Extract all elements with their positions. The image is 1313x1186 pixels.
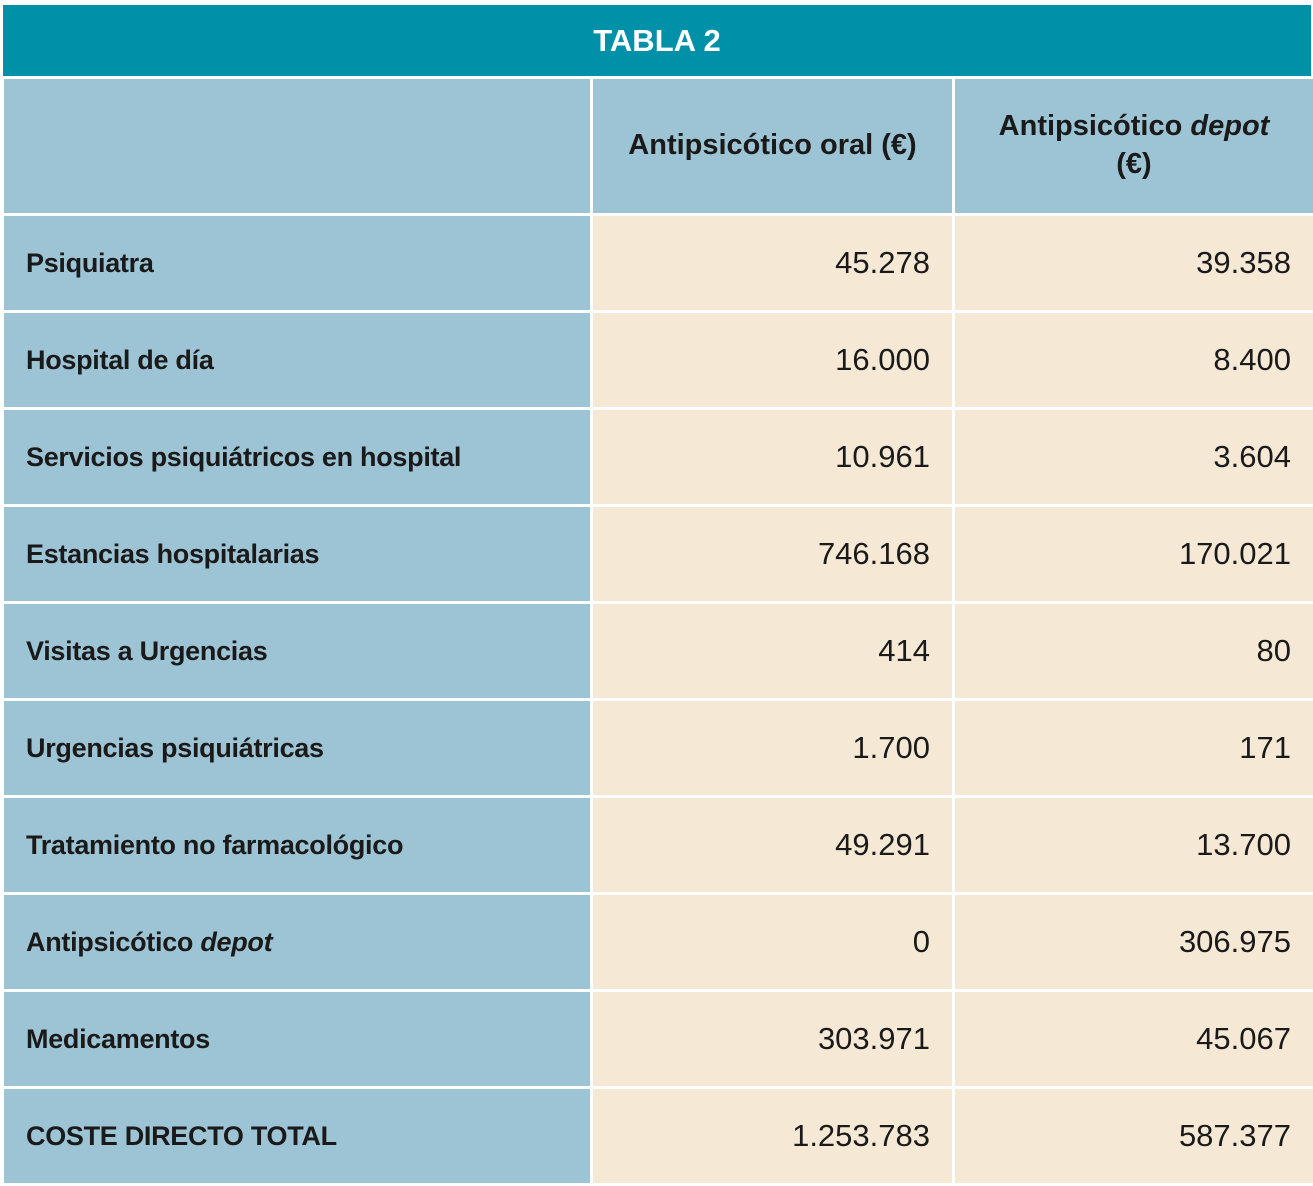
table-row: Servicios psiquiátricos en hospital 10.96…: [3, 409, 1313, 506]
value-cell: 8.400: [954, 312, 1313, 409]
text-segment: Tratamiento no farmacológico: [26, 830, 403, 860]
value-cell: 303.971: [592, 991, 954, 1088]
table-title: TABLA 2: [3, 5, 1311, 76]
value-cell: 45.067: [954, 991, 1313, 1088]
text-segment: Visitas a Urgencias: [26, 636, 267, 666]
row-label: Psiquiatra: [3, 215, 592, 312]
value-cell: 587.377: [954, 1088, 1313, 1185]
table-header: Antipsicótico oral (€) Antipsicótico depo…: [3, 78, 1313, 215]
value-cell: 80: [954, 603, 1313, 700]
text-segment: Psiquiatra: [26, 248, 154, 278]
header-row: Antipsicótico oral (€) Antipsicótico depo…: [3, 78, 1313, 215]
text-segment: depot: [200, 927, 272, 957]
value-cell: 1.253.783: [592, 1088, 954, 1185]
value-cell: 0: [592, 894, 954, 991]
row-label: Medicamentos: [3, 991, 592, 1088]
row-label: COSTE DIRECTO TOTAL: [3, 1088, 592, 1185]
row-label: Tratamiento no farmacológico: [3, 797, 592, 894]
text-segment: Antipsicótico oral (€): [628, 129, 916, 161]
value-cell: 45.278: [592, 215, 954, 312]
value-cell: 414: [592, 603, 954, 700]
text-segment: Servicios psiquiátricos en hospital: [26, 442, 461, 472]
cost-table: Antipsicótico oral (€) Antipsicótico depo…: [1, 76, 1313, 1186]
row-label: Hospital de día: [3, 312, 592, 409]
column-header: Antipsicótico depot (€): [954, 78, 1313, 215]
value-cell: 49.291: [592, 797, 954, 894]
value-cell: 10.961: [592, 409, 954, 506]
value-cell: 1.700: [592, 700, 954, 797]
value-cell: 306.975: [954, 894, 1313, 991]
value-cell: 3.604: [954, 409, 1313, 506]
text-segment: COSTE DIRECTO TOTAL: [26, 1121, 337, 1151]
text-segment: Antipsicótico: [999, 110, 1191, 142]
row-label: Servicios psiquiátricos en hospital: [3, 409, 592, 506]
text-segment: Antipsicótico: [26, 927, 200, 957]
value-cell: 16.000: [592, 312, 954, 409]
text-segment: Medicamentos: [26, 1024, 210, 1054]
row-label: Estancias hospitalarias: [3, 506, 592, 603]
row-label: Visitas a Urgencias: [3, 603, 592, 700]
value-cell: 171: [954, 700, 1313, 797]
text-segment: depot: [1190, 110, 1269, 142]
value-cell: 39.358: [954, 215, 1313, 312]
text-segment: Estancias hospitalarias: [26, 539, 319, 569]
row-label: Urgencias psiquiátricas: [3, 700, 592, 797]
text-segment: Urgencias psiquiátricas: [26, 733, 324, 763]
value-cell: 170.021: [954, 506, 1313, 603]
value-cell: 746.168: [592, 506, 954, 603]
column-header: [3, 78, 592, 215]
text-segment: (€): [1116, 148, 1151, 180]
row-label: Antipsicótico depot: [3, 894, 592, 991]
column-header: Antipsicótico oral (€): [592, 78, 954, 215]
text-segment: Hospital de día: [26, 345, 214, 375]
value-cell: 13.700: [954, 797, 1313, 894]
